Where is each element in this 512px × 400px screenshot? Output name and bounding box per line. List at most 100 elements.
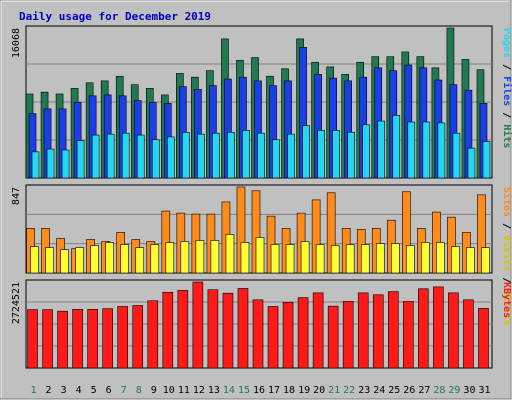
legend-sites-label: Sites (501, 187, 512, 217)
pages-bar-day-11 (182, 131, 190, 179)
visits-bar-day-31 (481, 247, 490, 274)
kbytes-bar-day-24 (372, 294, 384, 369)
kbytes-bar-day-25 (387, 291, 399, 369)
pages-bar-day-10 (167, 136, 175, 179)
visits-bar-day-11 (180, 241, 190, 274)
visits-bar-day-10 (165, 242, 175, 274)
visits-bar-day-3 (60, 249, 69, 274)
pages-bar-day-14 (227, 131, 235, 179)
series-visits (30, 234, 490, 274)
visits-bar-day-4 (75, 247, 84, 274)
panel-2: 847 Sites / Visits / Visits (11, 184, 512, 325)
day-label-6: 6 (106, 385, 112, 396)
day-label-26: 26 (403, 385, 415, 396)
kbytes-bar-day-27 (418, 288, 429, 369)
pages-bar-day-21 (332, 130, 340, 179)
visits-bar-day-17 (270, 244, 280, 274)
pages-bar-day-25 (392, 115, 401, 179)
day-labels: 1 2 3 4 5 6 7 8 9 10 11 12 13 14 15 16 17 18 19 20 21 22 23 24 2… (31, 385, 491, 396)
kbytes-bar-day-16 (252, 299, 264, 369)
day-label-24: 24 (373, 385, 385, 396)
kbytes-bar-day-30 (463, 299, 474, 369)
day-label-23: 23 (358, 385, 370, 396)
kbytes-bar-day-2 (42, 309, 53, 369)
day-label-12: 12 (193, 385, 205, 396)
pages-bar-day-27 (422, 121, 431, 179)
panel-2-legend: Sites / Visits / Visits (501, 187, 512, 325)
kbytes-bar-day-17 (267, 306, 279, 369)
panel-1-legend: Pages / Files / Hits (501, 28, 512, 148)
pages-bar-day-23 (362, 124, 371, 179)
kbytes-bar-day-1 (27, 309, 38, 369)
pages-bar-day-2 (46, 148, 55, 179)
chart-title: Daily usage for December 2019 (19, 10, 211, 23)
kbytes-bar-day-19 (297, 297, 309, 369)
day-label-18: 18 (283, 385, 295, 396)
visits-bar-day-26 (406, 245, 415, 274)
kbytes-bar-day-26 (403, 301, 414, 369)
visits-bar-day-30 (466, 247, 475, 274)
visits-bar-day-5 (90, 245, 99, 274)
panel-2-max-label: 847 (11, 187, 22, 205)
pages-bar-day-19 (302, 125, 310, 179)
day-label-8: 8 (136, 385, 142, 396)
day-label-13: 13 (208, 385, 220, 396)
pages-bar-day-16 (257, 132, 265, 179)
pages-bar-day-8 (136, 134, 145, 179)
chart-panels: 16068 Pages / Files / Hits 847 Sites / Visi… (11, 25, 512, 369)
kbytes-bar-day-21 (327, 305, 339, 369)
visits-bar-day-16 (255, 237, 265, 274)
pages-bar-day-31 (482, 141, 491, 179)
kbytes-bar-day-3 (57, 310, 68, 369)
panel-3-legend: KBytes (501, 282, 512, 318)
visits-bar-day-20 (315, 244, 325, 274)
day-label-1: 1 (31, 385, 37, 396)
day-label-20: 20 (313, 385, 325, 396)
visits-bar-day-6 (105, 242, 114, 274)
legend-hits-label: Hits (501, 124, 512, 148)
legend-sep-label: / (501, 58, 512, 76)
legend-sep-label: / (501, 271, 512, 289)
day-label-19: 19 (298, 385, 310, 396)
day-label-30: 30 (463, 385, 475, 396)
kbytes-bar-day-15 (237, 288, 249, 369)
kbytes-bar-day-23 (357, 292, 369, 369)
day-label-27: 27 (418, 385, 430, 396)
day-label-22: 22 (343, 385, 355, 396)
visits-bar-day-2 (45, 247, 54, 274)
pages-bar-day-26 (407, 121, 416, 179)
kbytes-bar-day-22 (342, 301, 354, 369)
visits-bar-day-24 (375, 243, 385, 274)
day-label-25: 25 (388, 385, 400, 396)
pages-bar-day-4 (76, 140, 85, 179)
kbytes-bar-day-14 (222, 292, 234, 369)
legend-pages-label: Pages (501, 28, 512, 58)
pages-bar-day-1 (31, 151, 40, 179)
day-label-5: 5 (91, 385, 97, 396)
series-pages (31, 115, 491, 179)
visits-bar-day-27 (421, 242, 430, 274)
day-label-7: 7 (121, 385, 127, 396)
kbytes-bar-day-28 (433, 286, 444, 369)
visits-bar-day-23 (360, 244, 370, 274)
day-label-17: 17 (268, 385, 280, 396)
visits-bar-day-13 (210, 240, 220, 274)
visits-bar-day-9 (150, 244, 160, 274)
panel-3: 2724521 KBytes (11, 279, 512, 369)
kbytes-bar-day-20 (312, 292, 324, 369)
visits-bar-day-19 (300, 241, 310, 274)
legend-sep-label: / (501, 106, 512, 124)
day-label-2: 2 (46, 385, 52, 396)
visits-bar-day-29 (451, 246, 460, 274)
kbytes-bar-day-29 (448, 292, 459, 369)
pages-bar-day-12 (197, 133, 205, 179)
visits-bar-day-12 (195, 240, 205, 274)
kbytes-bar-day-4 (72, 308, 83, 369)
kbytes-bar-day-11 (177, 290, 189, 369)
panel-1: 16068 Pages / Files / Hits (11, 25, 512, 179)
pages-bar-day-20 (317, 130, 325, 179)
kbytes-bar-day-10 (162, 291, 174, 369)
visits-bar-day-14 (225, 234, 235, 274)
legend-visits-label: Visits (501, 235, 512, 271)
